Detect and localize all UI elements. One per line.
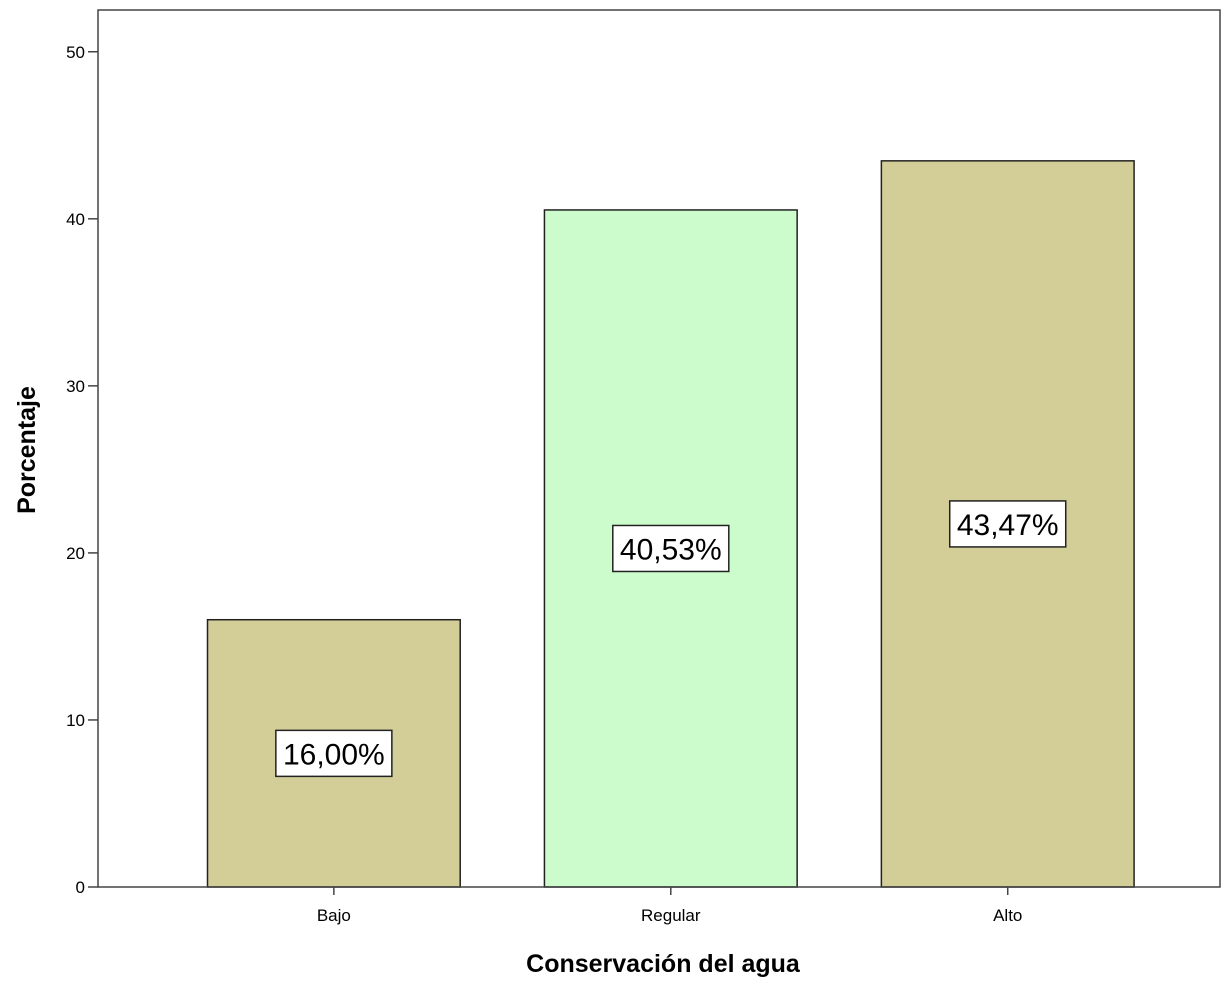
y-tick-label: 0 bbox=[76, 878, 85, 897]
plot-frame bbox=[97, 9, 1221, 888]
y-axis: 0 10 20 30 40 50 bbox=[66, 43, 98, 897]
data-label: 16,00% bbox=[283, 738, 385, 771]
y-tick-label: 20 bbox=[66, 544, 85, 563]
data-label-box bbox=[612, 524, 730, 573]
y-axis-title: Porcentaje bbox=[13, 386, 41, 514]
data-label: 40,53% bbox=[620, 533, 722, 566]
data-labels-layer: 16,00% 40,53% 43,47% bbox=[275, 500, 1067, 778]
y-tick-label: 40 bbox=[66, 210, 85, 229]
y-tick-label: 50 bbox=[66, 43, 85, 62]
x-axis-title: Conservación del agua bbox=[526, 950, 801, 978]
x-axis: Bajo Regular Alto bbox=[317, 887, 1022, 925]
data-label-box bbox=[275, 729, 393, 778]
y-tick-label: 10 bbox=[66, 711, 85, 730]
x-tick-label: Bajo bbox=[317, 906, 351, 925]
data-label-box bbox=[948, 500, 1067, 548]
data-label: 43,47% bbox=[957, 509, 1059, 542]
x-tick-label: Alto bbox=[993, 906, 1022, 925]
x-tick-label: Regular bbox=[641, 906, 701, 925]
y-tick-label: 30 bbox=[66, 377, 85, 396]
